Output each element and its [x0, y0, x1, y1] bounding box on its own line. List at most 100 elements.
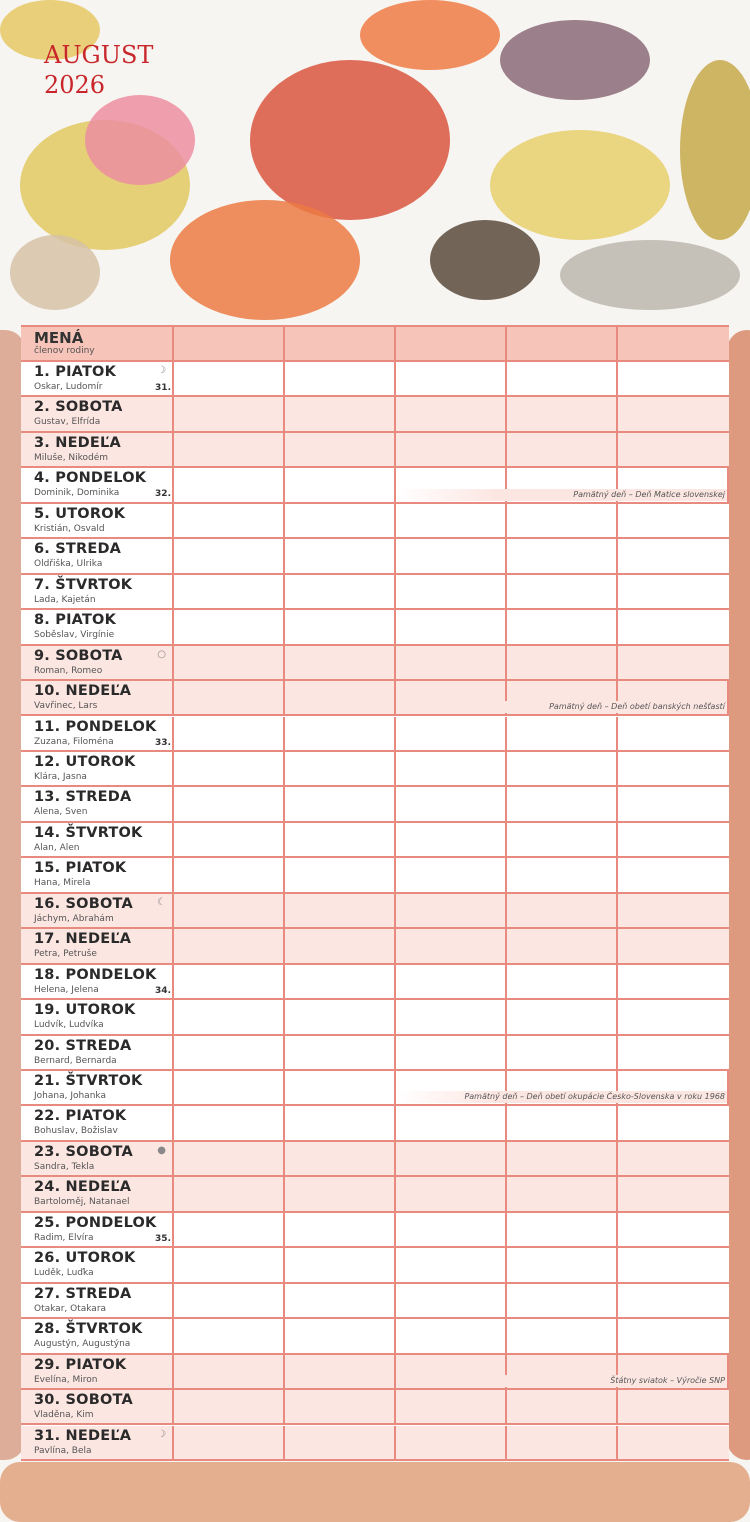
member-day-cell[interactable]: [618, 1426, 729, 1459]
member-day-cell[interactable]: [618, 1390, 729, 1423]
member-day-cell[interactable]: [396, 645, 507, 680]
member-day-cell[interactable]: [396, 1212, 507, 1247]
member-day-cell[interactable]: [507, 1248, 618, 1282]
member-day-cell[interactable]: [285, 539, 396, 573]
member-day-cell[interactable]: [396, 1319, 507, 1353]
member-day-cell[interactable]: [174, 1248, 285, 1282]
member-day-cell[interactable]: [285, 893, 396, 928]
member-day-cell[interactable]: [618, 1354, 729, 1389]
member-day-cell[interactable]: [285, 610, 396, 644]
member-day-cell[interactable]: [285, 858, 396, 892]
member-day-cell[interactable]: [174, 893, 285, 928]
member-day-cell[interactable]: [618, 1319, 729, 1352]
member-day-cell[interactable]: [396, 468, 507, 502]
member-day-cell[interactable]: [507, 751, 618, 786]
member-day-cell[interactable]: [396, 539, 507, 573]
member-day-cell[interactable]: [507, 1212, 618, 1247]
member-day-cell[interactable]: [285, 929, 396, 963]
member-day-cell[interactable]: [507, 1319, 618, 1353]
member-day-cell[interactable]: [396, 1071, 507, 1105]
member-header-cell[interactable]: [618, 327, 729, 360]
member-day-cell[interactable]: [507, 1141, 618, 1176]
member-day-cell[interactable]: [174, 1177, 285, 1211]
member-day-cell[interactable]: [507, 610, 618, 644]
member-day-cell[interactable]: [396, 610, 507, 644]
member-day-cell[interactable]: [174, 716, 285, 750]
member-day-cell[interactable]: [507, 858, 618, 892]
member-day-cell[interactable]: [396, 787, 507, 821]
member-day-cell[interactable]: [507, 1071, 618, 1105]
member-day-cell[interactable]: [174, 1390, 285, 1424]
member-day-cell[interactable]: [396, 964, 507, 999]
member-day-cell[interactable]: [618, 965, 729, 998]
member-day-cell[interactable]: [507, 1106, 618, 1140]
member-day-cell[interactable]: [174, 822, 285, 857]
member-day-cell[interactable]: [285, 1248, 396, 1282]
member-day-cell[interactable]: [507, 1390, 618, 1424]
member-day-cell[interactable]: [285, 1177, 396, 1211]
member-day-cell[interactable]: [507, 503, 618, 538]
member-day-cell[interactable]: [507, 645, 618, 680]
member-day-cell[interactable]: [507, 574, 618, 609]
member-day-cell[interactable]: [285, 645, 396, 680]
member-day-cell[interactable]: [396, 1283, 507, 1318]
member-day-cell[interactable]: [174, 964, 285, 999]
member-day-cell[interactable]: [507, 1283, 618, 1318]
member-day-cell[interactable]: [618, 929, 729, 962]
member-day-cell[interactable]: [618, 397, 729, 430]
member-day-cell[interactable]: [396, 1106, 507, 1140]
member-header-cell[interactable]: [396, 327, 507, 360]
member-day-cell[interactable]: [507, 1035, 618, 1069]
member-day-cell[interactable]: [618, 610, 729, 643]
member-day-cell[interactable]: [507, 929, 618, 963]
member-day-cell[interactable]: [396, 1425, 507, 1459]
member-day-cell[interactable]: [396, 362, 507, 396]
member-day-cell[interactable]: [174, 1283, 285, 1318]
member-day-cell[interactable]: [174, 1212, 285, 1247]
member-day-cell[interactable]: [618, 646, 729, 679]
member-day-cell[interactable]: [618, 752, 729, 785]
member-day-cell[interactable]: [174, 397, 285, 431]
member-day-cell[interactable]: [618, 858, 729, 891]
member-day-cell[interactable]: [174, 1141, 285, 1176]
member-day-cell[interactable]: [174, 503, 285, 538]
member-day-cell[interactable]: [285, 1425, 396, 1459]
member-day-cell[interactable]: [618, 539, 729, 572]
member-day-cell[interactable]: [285, 822, 396, 857]
member-day-cell[interactable]: [618, 1284, 729, 1317]
member-day-cell[interactable]: [618, 1106, 729, 1139]
member-day-cell[interactable]: [174, 574, 285, 609]
member-day-cell[interactable]: [285, 1071, 396, 1105]
member-header-cell[interactable]: [507, 327, 618, 360]
member-day-cell[interactable]: [174, 468, 285, 502]
member-day-cell[interactable]: [285, 503, 396, 538]
member-day-cell[interactable]: [396, 1035, 507, 1069]
member-day-cell[interactable]: [618, 1177, 729, 1210]
member-day-cell[interactable]: [285, 1035, 396, 1069]
member-day-cell[interactable]: [174, 432, 285, 467]
member-day-cell[interactable]: [396, 503, 507, 538]
member-day-cell[interactable]: [618, 681, 729, 715]
member-day-cell[interactable]: [507, 397, 618, 431]
member-day-cell[interactable]: [174, 1354, 285, 1389]
member-day-cell[interactable]: [285, 468, 396, 502]
member-day-cell[interactable]: [285, 1390, 396, 1424]
member-day-cell[interactable]: [285, 1283, 396, 1318]
member-day-cell[interactable]: [174, 539, 285, 573]
member-day-cell[interactable]: [285, 1319, 396, 1353]
member-day-cell[interactable]: [174, 1319, 285, 1353]
member-day-cell[interactable]: [285, 1000, 396, 1034]
member-day-cell[interactable]: [507, 787, 618, 821]
member-day-cell[interactable]: [507, 716, 618, 750]
member-day-cell[interactable]: [396, 574, 507, 609]
member-day-cell[interactable]: [507, 432, 618, 467]
member-day-cell[interactable]: [507, 1354, 618, 1389]
member-day-cell[interactable]: [507, 964, 618, 999]
member-day-cell[interactable]: [618, 362, 729, 395]
member-day-cell[interactable]: [174, 787, 285, 821]
member-day-cell[interactable]: [618, 1213, 729, 1246]
member-day-cell[interactable]: [396, 1248, 507, 1282]
member-day-cell[interactable]: [174, 1000, 285, 1034]
member-day-cell[interactable]: [507, 681, 618, 715]
member-day-cell[interactable]: [396, 716, 507, 750]
